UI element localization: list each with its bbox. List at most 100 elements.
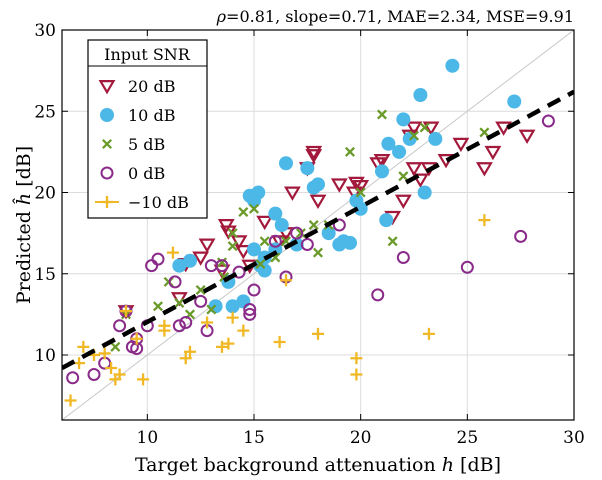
data-point <box>350 368 363 381</box>
identity-line <box>62 30 574 420</box>
data-point <box>309 194 327 209</box>
data-point <box>344 146 356 157</box>
data-point <box>300 238 314 251</box>
data-point <box>110 341 121 352</box>
data-point <box>312 247 324 258</box>
data-point <box>371 288 385 302</box>
data-point <box>151 252 165 266</box>
data-point <box>375 164 389 179</box>
data-point <box>408 130 420 141</box>
legend-entry: 20 dB <box>98 77 175 96</box>
data-point <box>422 327 435 340</box>
data-point <box>311 177 325 192</box>
data-point <box>345 186 363 201</box>
x-tick-label: 10 <box>137 428 159 448</box>
data-point <box>518 129 536 144</box>
data-point <box>290 226 304 240</box>
regression-fit-line <box>62 89 574 370</box>
data-point <box>225 299 240 314</box>
data-point <box>183 253 197 268</box>
y-tick-label: 20 <box>34 184 56 204</box>
data-point <box>255 258 266 270</box>
data-point <box>274 218 289 232</box>
data-point <box>248 203 260 214</box>
data-point <box>396 251 410 264</box>
legend: Input SNR 20 dB 10 dB 5 dB 0 dB −10 dB <box>87 39 208 219</box>
data-point <box>495 121 513 136</box>
data-point <box>113 368 126 381</box>
y-tick-label: 15 <box>34 265 56 285</box>
data-point <box>137 373 150 386</box>
data-point <box>168 275 182 289</box>
axis-ticks: 10 15 20 25 30 10 15 20 25 30 <box>34 21 584 448</box>
data-point <box>234 245 252 260</box>
data-point <box>195 284 206 296</box>
data-point <box>227 241 238 252</box>
data-point <box>353 201 368 216</box>
series-5 <box>64 214 491 407</box>
legend-label: 10 dB <box>128 106 175 125</box>
data-point <box>405 121 423 136</box>
data-point <box>312 327 324 340</box>
legend-entry: 5 dB <box>101 135 165 154</box>
legend-marker <box>101 138 113 150</box>
data-point <box>87 368 101 381</box>
data-point <box>259 236 270 247</box>
legend-marker <box>100 166 114 180</box>
data-point <box>373 154 391 169</box>
data-point <box>222 337 235 350</box>
data-point <box>268 206 283 221</box>
data-point <box>379 213 394 228</box>
data-point <box>227 228 238 239</box>
data-point <box>105 362 118 374</box>
data-point <box>280 274 292 287</box>
data-point <box>226 311 239 324</box>
data-point <box>350 352 363 365</box>
data-point <box>206 304 217 315</box>
legend-label: −10 dB <box>128 193 189 212</box>
data-point <box>396 112 411 127</box>
data-point <box>336 234 351 249</box>
data-point <box>514 229 528 243</box>
data-point <box>130 332 143 345</box>
legend-marker <box>100 108 114 122</box>
data-point <box>247 242 261 257</box>
y-tick-label: 10 <box>34 346 56 366</box>
chart-title: ρ=0.81, slope=0.71, MAE=2.34, MSE=9.91 <box>216 7 574 26</box>
data-point <box>541 114 555 128</box>
data-point <box>419 122 430 133</box>
data-point <box>479 127 490 138</box>
data-point <box>279 156 293 171</box>
legend-label: 5 dB <box>128 135 165 154</box>
data-point <box>113 319 127 333</box>
data-point <box>484 145 502 161</box>
data-point <box>77 340 90 353</box>
data-point <box>445 58 460 73</box>
legend-title: Input SNR <box>104 45 191 64</box>
data-point <box>332 218 346 232</box>
y-axis-label: Predicted ĥ [dB] <box>12 146 35 304</box>
data-point <box>283 186 301 201</box>
data-point <box>475 162 493 177</box>
data-point <box>243 303 257 316</box>
data-point <box>321 226 336 241</box>
data-point <box>256 215 274 231</box>
data-point <box>507 94 522 109</box>
data-point <box>478 214 491 227</box>
x-tick-label: 25 <box>457 428 479 448</box>
data-point <box>268 234 282 248</box>
data-point <box>238 206 249 218</box>
data-point <box>381 136 396 151</box>
legend-entry: −10 dB <box>95 193 189 212</box>
data-point <box>232 265 246 279</box>
x-tick-label: 20 <box>350 428 372 448</box>
data-point <box>330 178 348 193</box>
data-point <box>64 394 77 407</box>
data-point <box>152 301 164 312</box>
data-point <box>305 145 323 161</box>
data-point <box>355 187 366 198</box>
data-point <box>452 137 470 153</box>
legend-marker <box>101 196 113 208</box>
legend-box <box>87 39 208 219</box>
